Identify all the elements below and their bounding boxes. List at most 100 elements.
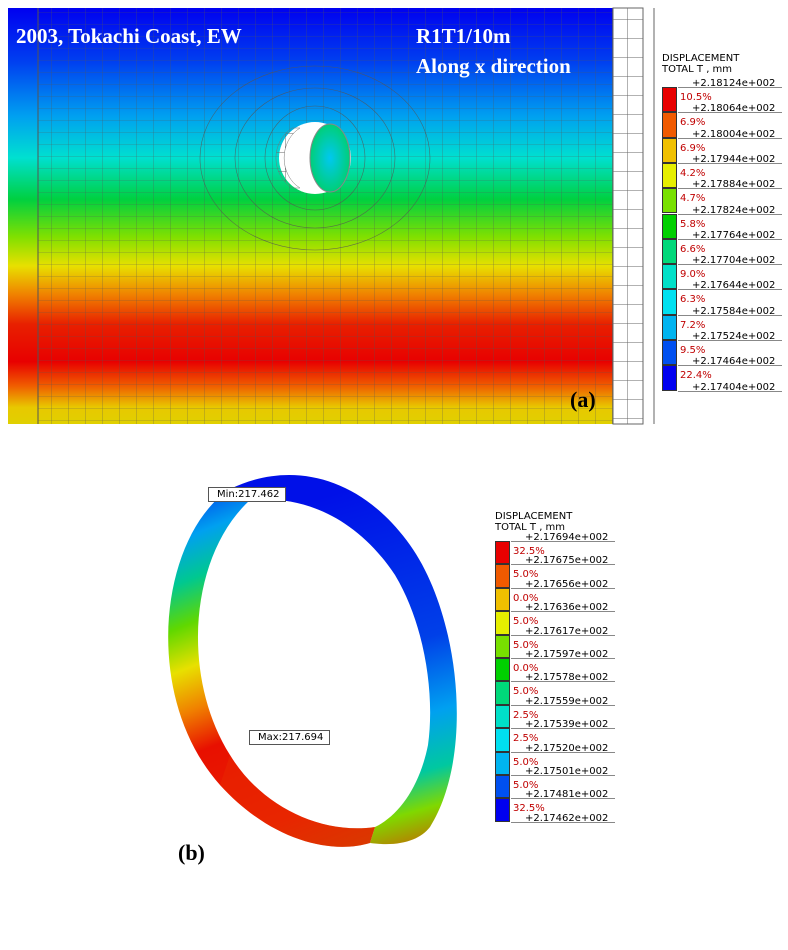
- legend-b-value-5: +2.17597e+002: [525, 649, 609, 660]
- max-callout: Max:217.694: [249, 730, 331, 745]
- legend-b-swatch-5: [495, 658, 510, 682]
- legend-b-swatch-11: [495, 798, 510, 822]
- legend-b-percent-9: 5.0%: [513, 756, 539, 768]
- legend-b-tick-12: [511, 821, 615, 823]
- legend-b: +2.17694e+002 +2.17675e+002 +2.17656e+002 +…: [495, 532, 617, 830]
- legend-b-value-3: +2.17636e+002: [525, 602, 609, 614]
- legend-a-tick-5: [678, 213, 782, 215]
- legend-b-value-7: +2.17559e+002: [525, 695, 609, 707]
- legend-a-swatch-7: [662, 264, 677, 290]
- legend-b-swatch-10: [495, 775, 510, 799]
- legend-a-percent-4: 4.7%: [680, 193, 706, 205]
- legend-b-swatch-7: [495, 704, 510, 729]
- legend-b-percent-7: 2.5%: [513, 709, 539, 721]
- legend-a-value-5: +2.17824e+002: [692, 204, 776, 216]
- legend-b-tick-1: [511, 564, 615, 566]
- ring-band-right: [230, 475, 457, 845]
- legend-b-tick-4: [511, 634, 615, 636]
- legend-a-percent-5: 5.8%: [680, 218, 706, 230]
- legend-a-tick-3: [678, 162, 782, 164]
- ring-plot-b: [168, 475, 457, 847]
- legend-b-percent-1: 5.0%: [513, 569, 539, 581]
- legend-a-tick-6: [678, 238, 782, 240]
- legend-b-percent-8: 2.5%: [513, 733, 539, 745]
- legend-a-swatch-0: [662, 87, 677, 113]
- legend-b-tick-8: [511, 728, 615, 730]
- legend-a-tick-7: [678, 264, 782, 266]
- panel-a-title-right-2: Along x direction: [416, 54, 571, 78]
- legend-a-percent-11: 22.4%: [680, 370, 712, 382]
- legend-a-tick-0: [678, 87, 782, 88]
- legend-b-value-10: +2.17501e+002: [525, 766, 609, 777]
- legend-a-percent-8: 6.3%: [680, 294, 706, 306]
- legend-a-percent-3: 4.2%: [680, 167, 706, 179]
- legend-a-heading-1: DISPLACEMENT: [662, 53, 740, 64]
- legend-a-percent-2: 6.9%: [680, 142, 706, 154]
- legend-b-heading-1: DISPLACEMENT: [495, 511, 573, 522]
- legend-b-swatch-0: [495, 541, 510, 565]
- legend-b-swatch-4: [495, 634, 510, 658]
- legend-b-tick-2: [511, 587, 615, 589]
- legend-b-swatch-6: [495, 681, 510, 705]
- legend-a-value-2: +2.18004e+002: [692, 128, 776, 140]
- legend-a-swatch-5: [662, 213, 677, 239]
- legend-a-value-8: +2.17644e+002: [692, 280, 776, 292]
- legend-b-value-6: +2.17578e+002: [525, 672, 609, 684]
- legend-b-swatch-9: [495, 751, 510, 775]
- legend-a-value-1: +2.18064e+002: [692, 103, 776, 115]
- legend-a-percent-9: 7.2%: [680, 319, 706, 331]
- legend-a-value-4: +2.17884e+002: [692, 179, 776, 191]
- legend-a-percent-0: 10.5%: [680, 92, 712, 103]
- legend-b-tick-11: [511, 798, 615, 800]
- legend-b-value-11: +2.17481e+002: [525, 789, 609, 801]
- legend-b-value-4: +2.17617e+002: [525, 625, 609, 637]
- legend-b-tick-7: [511, 704, 615, 706]
- legend-a-tick-10: [678, 340, 782, 341]
- legend-b-value-0: +2.17694e+002: [525, 532, 609, 543]
- legend-a-tick-8: [678, 289, 782, 291]
- legend-a-percent-10: 9.5%: [680, 345, 706, 356]
- legend-a-value-7: +2.17704e+002: [692, 255, 776, 267]
- legend-a-value-0: +2.18124e+002: [692, 78, 776, 89]
- contour-plot-a: [8, 7, 655, 425]
- panel-a-label: (a): [570, 387, 596, 412]
- panel-a-title-right-1: R1T1/10m: [416, 24, 511, 48]
- legend-b-swatch-2: [495, 587, 510, 612]
- legend-b-percent-0: 32.5%: [513, 546, 545, 557]
- legend-b-percent-11: 32.5%: [513, 803, 545, 815]
- legend-a-swatch-8: [662, 289, 677, 315]
- legend-a-value-12: +2.17404e+002: [692, 381, 776, 393]
- legend-a-swatch-10: [662, 340, 677, 366]
- legend-a-value-10: +2.17524e+002: [692, 331, 776, 342]
- legend-a-swatch-9: [662, 314, 677, 340]
- legend-b-value-2: +2.17656e+002: [525, 578, 609, 590]
- legend-b-tick-6: [511, 681, 615, 683]
- legend-b-value-1: +2.17675e+002: [525, 555, 609, 567]
- legend-a-value-11: +2.17464e+002: [692, 356, 776, 368]
- legend-b-value-9: +2.17520e+002: [525, 742, 609, 754]
- min-callout: Min:217.462: [208, 487, 287, 502]
- legend-b-swatch-8: [495, 728, 510, 752]
- legend-b-swatch-3: [495, 611, 510, 635]
- panel-a-title-left: 2003, Tokachi Coast, EW: [16, 24, 242, 48]
- legend-b-tick-9: [511, 751, 615, 753]
- legend-a-value-3: +2.17944e+002: [692, 153, 776, 165]
- legend-b-percent-5: 0.0%: [513, 663, 539, 674]
- legend-a-swatch-11: [662, 365, 677, 391]
- panel-b-label: (b): [178, 840, 205, 865]
- legend-a-tick-9: [678, 314, 782, 316]
- legend-b-heading-2: TOTAL T , mm: [495, 522, 566, 533]
- legend-a-tick-1: [678, 112, 782, 114]
- legend-a-tick-4: [678, 188, 782, 190]
- ring-band-left: [168, 489, 375, 847]
- legend-b-percent-2: 0.0%: [513, 592, 539, 604]
- legend-b-percent-10: 5.0%: [513, 780, 539, 791]
- legend-a-heading-2: TOTAL T , mm: [662, 64, 733, 75]
- legend-b-tick-5: [511, 658, 615, 659]
- legend-a-value-6: +2.17764e+002: [692, 229, 776, 241]
- legend-a-percent-7: 9.0%: [680, 269, 706, 281]
- legend-a-swatch-2: [662, 137, 677, 163]
- legend-a-swatch-4: [662, 188, 677, 214]
- legend-b-value-8: +2.17539e+002: [525, 719, 609, 731]
- legend-a-tick-11: [678, 365, 782, 367]
